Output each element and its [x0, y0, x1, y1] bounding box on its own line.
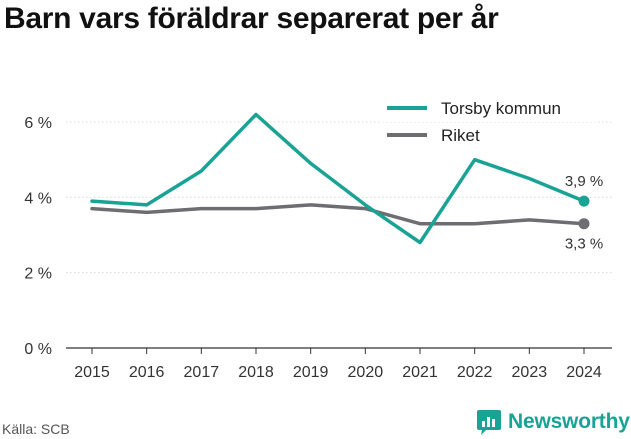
series-riket-line — [90, 203, 586, 226]
x-tick-label: 2017 — [184, 364, 220, 381]
newsworthy-icon — [477, 410, 501, 435]
legend-label-series-riket: Riket — [441, 126, 480, 145]
series-torsby-endpoint — [578, 195, 590, 207]
x-tick-label: 2022 — [457, 364, 493, 381]
x-tick-label: 2015 — [74, 364, 110, 381]
x-tick-label: 2024 — [566, 364, 602, 381]
y-tick-label: 2 % — [24, 266, 52, 283]
x-tick-label: 2018 — [238, 364, 274, 381]
y-axis-ticks: 0 % 2 % 4 % 6 % — [24, 115, 52, 358]
legend-label-series-torsby: Torsby kommun — [441, 99, 561, 118]
chart-title: Barn vars föräldrar separerat per år — [4, 2, 499, 35]
series-riket-end-label: 3,3 % — [565, 236, 603, 253]
series-riket-endpoint — [578, 218, 590, 230]
x-tick-label: 2020 — [348, 364, 384, 381]
source-note: Källa: SCB — [2, 421, 70, 437]
x-tick-label: 2016 — [129, 364, 165, 381]
series-torsby-end-label: 3,9 % — [565, 173, 603, 190]
y-tick-label: 0 % — [24, 341, 52, 358]
y-tick-label: 4 % — [24, 190, 52, 207]
x-tick-label: 2019 — [293, 364, 329, 381]
x-axis-ticks: 2015 2016 2017 2018 2019 2020 2021 2022 2023 2024 — [74, 348, 602, 381]
brand-name: Newsworthy — [508, 410, 630, 433]
brand-logo: Newsworthy — [476, 408, 630, 436]
series-lines: 3,3 % 3,9 % — [90, 112, 603, 253]
x-tick-label: 2023 — [512, 364, 548, 381]
series-torsby-line — [90, 112, 586, 245]
y-tick-label: 6 % — [24, 115, 52, 132]
legend: Torsby kommun Riket — [381, 98, 596, 149]
x-tick-label: 2021 — [402, 364, 438, 381]
grid-lines — [66, 121, 612, 349]
